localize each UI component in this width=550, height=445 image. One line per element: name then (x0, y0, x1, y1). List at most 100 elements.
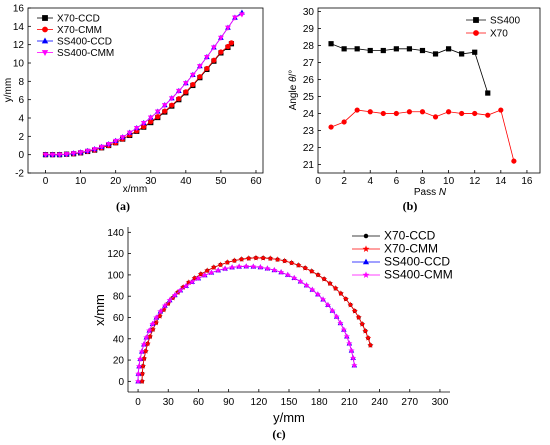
series-ss400-cmm (134, 263, 358, 384)
y-tick-label: 120 (107, 249, 124, 260)
series-x70-ccd (140, 255, 373, 384)
data-point (176, 96, 182, 102)
legend-marker (473, 17, 479, 23)
series-ss400-cmm (42, 12, 245, 158)
data-point (347, 301, 354, 308)
legend-label: X70-CMM (57, 25, 102, 36)
x-axis-label: x/mm (123, 184, 147, 195)
legend-label: SS400-CMM (384, 268, 453, 282)
data-point (126, 130, 133, 136)
chart-panel-c: 0 30 60 90 120 150 180 210 240 270 300 0 20 40 60 80 100… (92, 227, 453, 441)
data-point (189, 278, 196, 285)
data-point (138, 348, 145, 355)
data-point (348, 347, 355, 354)
data-point (201, 272, 208, 278)
x-tick-label: 30 (163, 397, 175, 408)
data-point (393, 46, 399, 52)
legend-marker (473, 30, 479, 36)
y-tick-label: 60 (113, 313, 125, 324)
data-point (135, 370, 142, 377)
y-tick-label: 80 (113, 292, 125, 303)
legend-marker (42, 15, 48, 21)
data-point (236, 263, 243, 270)
y-tick-label: 21 (303, 160, 315, 171)
y-tick-label: -2 (15, 169, 24, 180)
data-point (153, 314, 160, 321)
data-point (257, 264, 264, 270)
data-point (152, 319, 160, 326)
data-point (239, 12, 245, 18)
data-point (140, 341, 147, 348)
y-tick-label: 12 (13, 40, 25, 51)
y-axis-label-var: θ (288, 76, 299, 82)
data-point (362, 327, 369, 334)
data-point (197, 64, 203, 70)
data-point (197, 270, 204, 277)
data-point (343, 333, 350, 340)
data-point (149, 320, 156, 327)
series-line (141, 257, 371, 382)
data-point (365, 334, 372, 341)
data-point (112, 138, 119, 145)
data-point (156, 312, 163, 319)
legend-label: SS400 (490, 16, 520, 27)
data-point (354, 46, 360, 52)
data-point (218, 49, 224, 55)
data-point (445, 46, 452, 52)
data-point (155, 114, 161, 120)
data-point (154, 109, 161, 115)
data-point (341, 46, 347, 52)
series-line (137, 265, 355, 382)
data-point (393, 110, 399, 117)
legend: SS400 X70 (466, 16, 520, 40)
data-point (140, 120, 147, 127)
data-point (139, 378, 146, 384)
data-point (284, 271, 291, 278)
data-point (419, 47, 426, 54)
data-point (432, 114, 439, 120)
data-point (459, 51, 465, 57)
data-point (222, 265, 229, 272)
data-point (228, 40, 235, 46)
legend-label: X70-CCD (57, 14, 100, 25)
data-point (231, 257, 238, 264)
data-point (485, 90, 491, 96)
x-tick-label: 60 (250, 176, 262, 187)
y-tick-label: 14 (13, 22, 25, 33)
data-point (333, 313, 340, 320)
data-point (485, 112, 491, 118)
data-point (164, 300, 172, 307)
data-point (225, 25, 231, 31)
y-tick-label: 28 (303, 41, 315, 52)
x-tick-label: 0 (315, 176, 321, 187)
chart-panel-a: 0 10 20 30 40 50 60 -2 0 2 4 6 8 10 12 14 16 x/mm y/mm (a) X… (3, 4, 264, 213)
x-tick-label: 20 (110, 176, 122, 187)
y-tick-label: 0 (118, 377, 124, 388)
data-point (367, 342, 374, 348)
y-tick-label: 22 (303, 143, 315, 154)
x-tick-label: 120 (250, 397, 267, 408)
data-point (314, 291, 321, 298)
data-point (295, 261, 302, 268)
data-point (180, 284, 187, 290)
y-tick-label: 23 (303, 126, 315, 137)
x-tick-label: 2 (341, 176, 347, 187)
data-point (321, 275, 328, 282)
data-point (49, 152, 56, 158)
data-point (56, 152, 63, 158)
data-point (308, 268, 315, 274)
data-point (161, 103, 168, 109)
data-point (224, 259, 231, 266)
data-point (243, 263, 250, 270)
data-point (161, 302, 168, 309)
data-point (341, 119, 347, 125)
legend-marker (41, 37, 49, 44)
legend-marker (362, 258, 370, 265)
x-tick-label: 0 (43, 176, 49, 187)
legend-label: SS400-CMM (57, 48, 114, 59)
data-point (141, 355, 148, 362)
legend-label: SS400-CCD (384, 255, 450, 269)
x-tick-label: 150 (281, 397, 298, 408)
